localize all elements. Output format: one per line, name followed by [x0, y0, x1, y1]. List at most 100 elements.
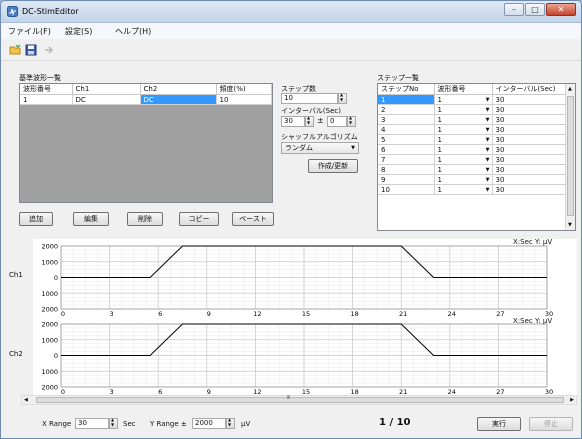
- delete-button[interactable]: 削除: [127, 212, 163, 226]
- step-cell[interactable]: 7: [378, 154, 435, 165]
- step-row[interactable]: 8130: [378, 164, 566, 175]
- y-tick-label: 1000: [41, 368, 58, 376]
- step-cell[interactable]: 10: [378, 184, 435, 195]
- paste-button[interactable]: ペースト: [232, 212, 274, 226]
- step-cell[interactable]: 30: [492, 164, 566, 175]
- step-cell[interactable]: 3: [378, 114, 435, 125]
- save-icon[interactable]: [25, 44, 37, 56]
- scroll-thumb[interactable]: [567, 96, 574, 216]
- table-row[interactable]: 1 DC DC 10: [20, 94, 272, 105]
- step-wave-select[interactable]: 1: [434, 124, 493, 135]
- edit-button[interactable]: 編集: [73, 212, 109, 226]
- chart-hscrollbar[interactable]: ◀ Ⅲ ▶: [21, 395, 577, 405]
- menu-settings[interactable]: 設定(S): [65, 27, 93, 36]
- basis-col-wave[interactable]: 波形番号: [20, 84, 73, 95]
- step-cell[interactable]: 30: [492, 104, 566, 115]
- hscroll-thumb[interactable]: Ⅲ: [36, 395, 564, 403]
- maximize-button[interactable]: □: [525, 3, 545, 16]
- step-row[interactable]: 7130: [378, 154, 566, 165]
- step-col-interval[interactable]: インターバル(Sec): [492, 84, 566, 95]
- add-button[interactable]: 追加: [19, 212, 53, 226]
- scroll-right-icon[interactable]: ▶: [570, 397, 574, 403]
- scroll-up-icon[interactable]: ▲: [568, 86, 572, 92]
- export-icon[interactable]: [43, 44, 55, 56]
- step-col-no[interactable]: ステップNo: [378, 84, 435, 95]
- step-cell[interactable]: 4: [378, 124, 435, 135]
- step-cell[interactable]: 9: [378, 174, 435, 185]
- yrange-spinner[interactable]: [226, 417, 235, 429]
- step-cell[interactable]: 30: [492, 144, 566, 155]
- minimize-button[interactable]: –: [504, 3, 524, 16]
- step-cell[interactable]: 30: [492, 134, 566, 145]
- step-cell[interactable]: 30: [492, 154, 566, 165]
- step-cell[interactable]: 8: [378, 164, 435, 175]
- y-tick-label: 1000: [41, 290, 58, 298]
- step-wave-select[interactable]: 1: [434, 184, 493, 195]
- sec-label: Sec: [123, 420, 136, 428]
- scroll-left-icon[interactable]: ◀: [24, 397, 28, 403]
- basis-cell-selected[interactable]: DC: [140, 94, 217, 105]
- basis-col-freq[interactable]: 頻度(%): [216, 84, 272, 95]
- scroll-down-icon[interactable]: ▼: [568, 222, 572, 228]
- step-wave-select[interactable]: 1: [434, 114, 493, 125]
- step-row[interactable]: 2130: [378, 104, 566, 115]
- jitter-spinner[interactable]: [347, 115, 356, 127]
- step-col-wave[interactable]: 波形番号: [434, 84, 493, 95]
- open-folder-icon[interactable]: [9, 44, 21, 56]
- yrange-input[interactable]: 2000: [192, 418, 226, 429]
- step-cell[interactable]: 1: [378, 94, 435, 105]
- interval-input[interactable]: 30: [281, 116, 305, 127]
- x-tick-label: 24: [448, 310, 456, 317]
- x-tick-label: 12: [253, 388, 261, 395]
- step-cell[interactable]: 2: [378, 104, 435, 115]
- basis-cell[interactable]: DC: [72, 94, 141, 105]
- close-button[interactable]: ✕: [546, 3, 576, 16]
- create-update-button[interactable]: 作成/更新: [308, 159, 358, 173]
- step-count-input[interactable]: 10: [281, 93, 338, 104]
- xrange-input[interactable]: 30: [75, 418, 109, 429]
- stop-button[interactable]: 停止: [529, 417, 573, 431]
- y-tick-label: 2000: [41, 243, 58, 251]
- basis-col-ch2[interactable]: Ch2: [140, 84, 217, 95]
- title-bar[interactable]: DC-StimEditor – □ ✕: [1, 1, 581, 23]
- app-icon: [7, 6, 18, 17]
- step-wave-select[interactable]: 1: [434, 104, 493, 115]
- interval-spinner[interactable]: [305, 115, 314, 127]
- step-row[interactable]: 10130: [378, 184, 566, 195]
- step-cell[interactable]: 30: [492, 124, 566, 135]
- step-wave-select[interactable]: 1: [434, 154, 493, 165]
- step-count-spinner[interactable]: [338, 92, 347, 104]
- step-row[interactable]: 9130: [378, 174, 566, 185]
- step-wave-select[interactable]: 1: [434, 144, 493, 155]
- step-row[interactable]: 1130: [378, 94, 566, 105]
- jitter-input[interactable]: 0: [327, 116, 347, 127]
- run-button[interactable]: 実行: [477, 417, 521, 431]
- step-cell[interactable]: 30: [492, 184, 566, 195]
- basis-col-ch1[interactable]: Ch1: [72, 84, 141, 95]
- menu-help[interactable]: ヘルプ(H): [115, 27, 152, 36]
- step-row[interactable]: 6130: [378, 144, 566, 155]
- step-wave-select[interactable]: 1: [434, 174, 493, 185]
- xrange-spinner[interactable]: [109, 417, 118, 429]
- step-wave-select[interactable]: 1: [434, 164, 493, 175]
- x-tick-label: 3: [110, 388, 114, 395]
- basis-grid: 波形番号 Ch1 Ch2 頻度(%) 1 DC DC 10: [19, 83, 273, 203]
- basis-cell[interactable]: 1: [20, 94, 73, 105]
- step-list-scrollbar[interactable]: ▲ ▼: [565, 84, 575, 230]
- step-cell[interactable]: 30: [492, 174, 566, 185]
- step-cell[interactable]: 6: [378, 144, 435, 155]
- shuffle-select[interactable]: ランダム: [281, 142, 359, 154]
- step-row[interactable]: 5130: [378, 134, 566, 145]
- basis-cell[interactable]: 10: [216, 94, 272, 105]
- step-row[interactable]: 3130: [378, 114, 566, 125]
- step-row[interactable]: 4130: [378, 124, 566, 135]
- step-wave-select[interactable]: 1: [434, 134, 493, 145]
- copy-button[interactable]: コピー: [179, 212, 219, 226]
- step-wave-select[interactable]: 1: [434, 94, 493, 105]
- step-cell[interactable]: 30: [492, 94, 566, 105]
- step-cell[interactable]: 5: [378, 134, 435, 145]
- menu-file[interactable]: ファイル(F): [8, 27, 51, 36]
- step-grid: ステップNo 波形番号 インターバル(Sec) 1130213031304130…: [377, 83, 576, 231]
- step-cell[interactable]: 30: [492, 114, 566, 125]
